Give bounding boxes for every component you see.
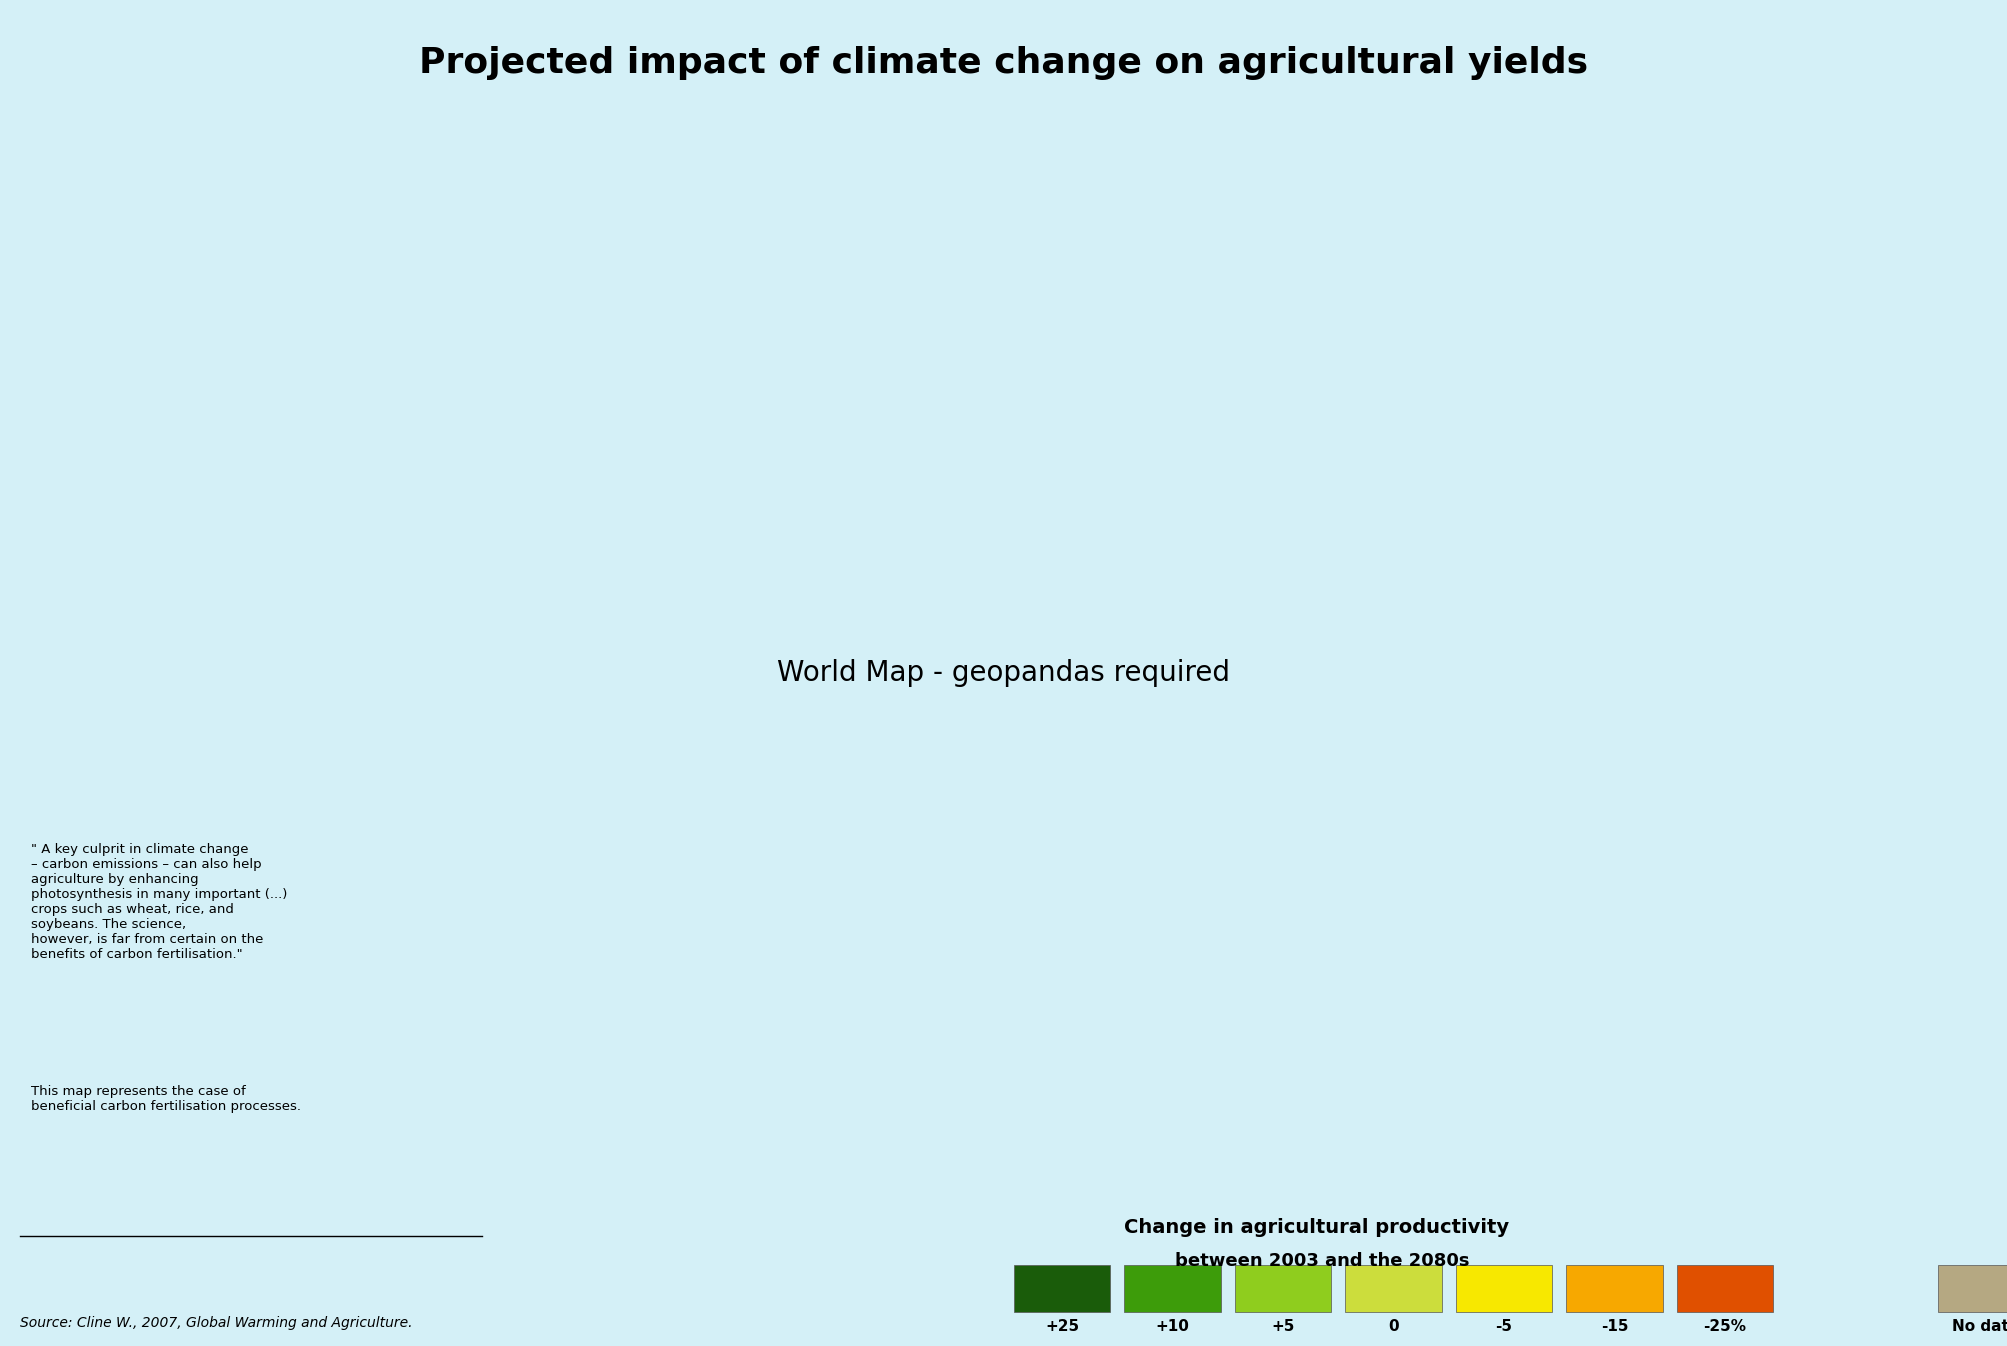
Text: Source: Cline W., 2007, Global Warming and Agriculture.: Source: Cline W., 2007, Global Warming a… bbox=[20, 1316, 411, 1330]
FancyBboxPatch shape bbox=[1455, 1265, 1551, 1312]
FancyBboxPatch shape bbox=[1565, 1265, 1662, 1312]
Text: This map represents the case of
beneficial carbon fertilisation processes.: This map represents the case of benefici… bbox=[32, 1085, 301, 1113]
FancyBboxPatch shape bbox=[1014, 1265, 1110, 1312]
Text: World Map - geopandas required: World Map - geopandas required bbox=[777, 660, 1230, 686]
Text: between 2003 and the 2080s: between 2003 and the 2080s bbox=[1174, 1252, 1469, 1269]
Text: +5: +5 bbox=[1270, 1319, 1295, 1334]
Text: 0: 0 bbox=[1387, 1319, 1399, 1334]
Text: +10: +10 bbox=[1156, 1319, 1188, 1334]
Text: No data: No data bbox=[1951, 1319, 2007, 1334]
FancyBboxPatch shape bbox=[1345, 1265, 1441, 1312]
Text: -15: -15 bbox=[1600, 1319, 1628, 1334]
FancyBboxPatch shape bbox=[1124, 1265, 1220, 1312]
FancyBboxPatch shape bbox=[1234, 1265, 1331, 1312]
Text: -5: -5 bbox=[1495, 1319, 1511, 1334]
FancyBboxPatch shape bbox=[1676, 1265, 1772, 1312]
Text: +25: +25 bbox=[1046, 1319, 1078, 1334]
Text: -25%: -25% bbox=[1702, 1319, 1746, 1334]
Text: " A key culprit in climate change
– carbon emissions – can also help
agriculture: " A key culprit in climate change – carb… bbox=[32, 843, 287, 961]
Text: Projected impact of climate change on agricultural yields: Projected impact of climate change on ag… bbox=[419, 46, 1588, 79]
FancyBboxPatch shape bbox=[1937, 1265, 2007, 1312]
Text: Change in agricultural productivity: Change in agricultural productivity bbox=[1124, 1218, 1509, 1237]
